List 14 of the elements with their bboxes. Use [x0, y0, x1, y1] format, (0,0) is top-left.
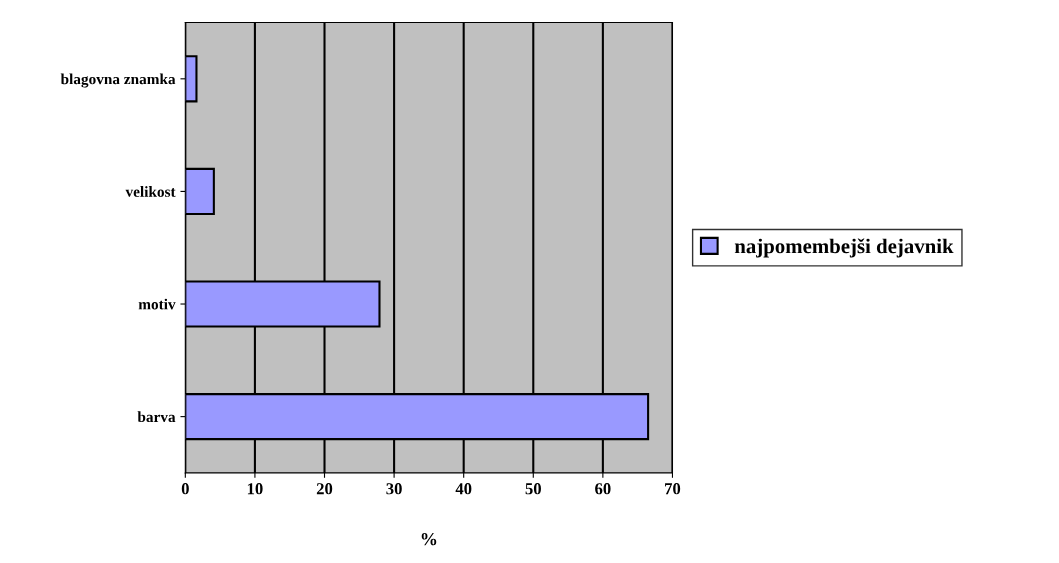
- x-tick-label: 10: [247, 483, 263, 495]
- legend-label: najpomembejši dejavnik: [734, 238, 954, 258]
- x-tick-label: 0: [181, 483, 189, 495]
- x-tick-label: 70: [665, 483, 681, 495]
- y-tick-label: barva: [137, 411, 176, 423]
- y-tick-label: velikost: [125, 186, 176, 197]
- x-tick-label: 60: [595, 483, 611, 495]
- y-tick-label: blagovna znamka: [60, 73, 176, 88]
- x-axis-title: %: [421, 533, 437, 546]
- x-tick-label: 30: [386, 483, 402, 495]
- x-tick-label: 50: [525, 483, 541, 495]
- x-tick-label: 20: [316, 483, 333, 495]
- y-tick-label: motiv: [138, 298, 176, 310]
- x-tick-label: 40: [455, 483, 472, 495]
